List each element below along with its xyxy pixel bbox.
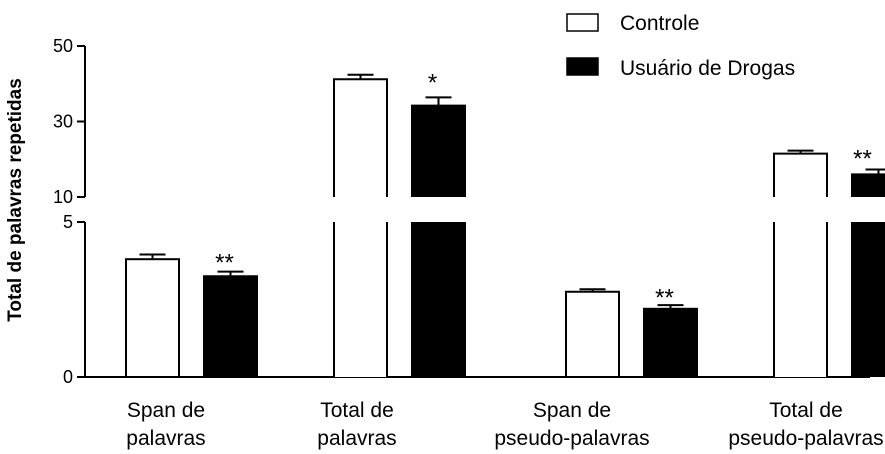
- bar-controle-3: [565, 290, 620, 378]
- bar-controle-4-upper: [774, 153, 827, 197]
- category-label: Total de: [320, 399, 394, 422]
- bar-controle-2-upper: [334, 79, 387, 197]
- y-tick-label: 10: [53, 187, 73, 207]
- y-tick-label: 5: [63, 212, 73, 232]
- significance-mark: **: [215, 250, 234, 277]
- legend-swatch-usuario-de-drogas: [566, 57, 599, 76]
- bar-usuario-2-upper: [412, 105, 465, 197]
- y-tick-label: 50: [53, 36, 73, 56]
- significance-mark: **: [853, 146, 872, 173]
- legend-swatch-controle: [566, 13, 599, 32]
- category-label: Total de: [769, 399, 843, 422]
- bar-controle-4-lower: [774, 222, 827, 377]
- legend-label-usuario-de-drogas: Usuário de Drogas: [620, 57, 795, 80]
- labels: ** Span de palavras * Total de palavras ** Span…: [126, 70, 883, 450]
- bar-usuario-1: [203, 275, 258, 378]
- bar-usuario-4-upper: [852, 174, 885, 197]
- bar-controle-1: [125, 258, 180, 379]
- bar-usuario-2-lower: [412, 222, 465, 377]
- significance-mark: *: [428, 70, 437, 97]
- category-label: pseudo-palavras: [494, 427, 649, 450]
- category-label: Span de: [533, 399, 611, 422]
- category-label: palavras: [126, 427, 205, 450]
- legend-label-controle: Controle: [620, 12, 699, 35]
- y-axis-label: Total de palavras repetidas: [5, 78, 26, 322]
- bars: [125, 73, 885, 379]
- y-tick-label: 0: [63, 367, 73, 387]
- legend: Controle Usuário de Drogas: [566, 12, 795, 80]
- bar-usuario-3: [643, 307, 698, 378]
- category-label: Span de: [127, 399, 205, 422]
- bar-controle-2-lower: [334, 222, 387, 377]
- category-label: pseudo-palavras: [728, 427, 883, 450]
- y-tick-label: 30: [53, 112, 73, 132]
- significance-mark: **: [655, 284, 674, 311]
- category-label: palavras: [317, 427, 396, 450]
- bar-usuario-4-lower: [852, 222, 885, 377]
